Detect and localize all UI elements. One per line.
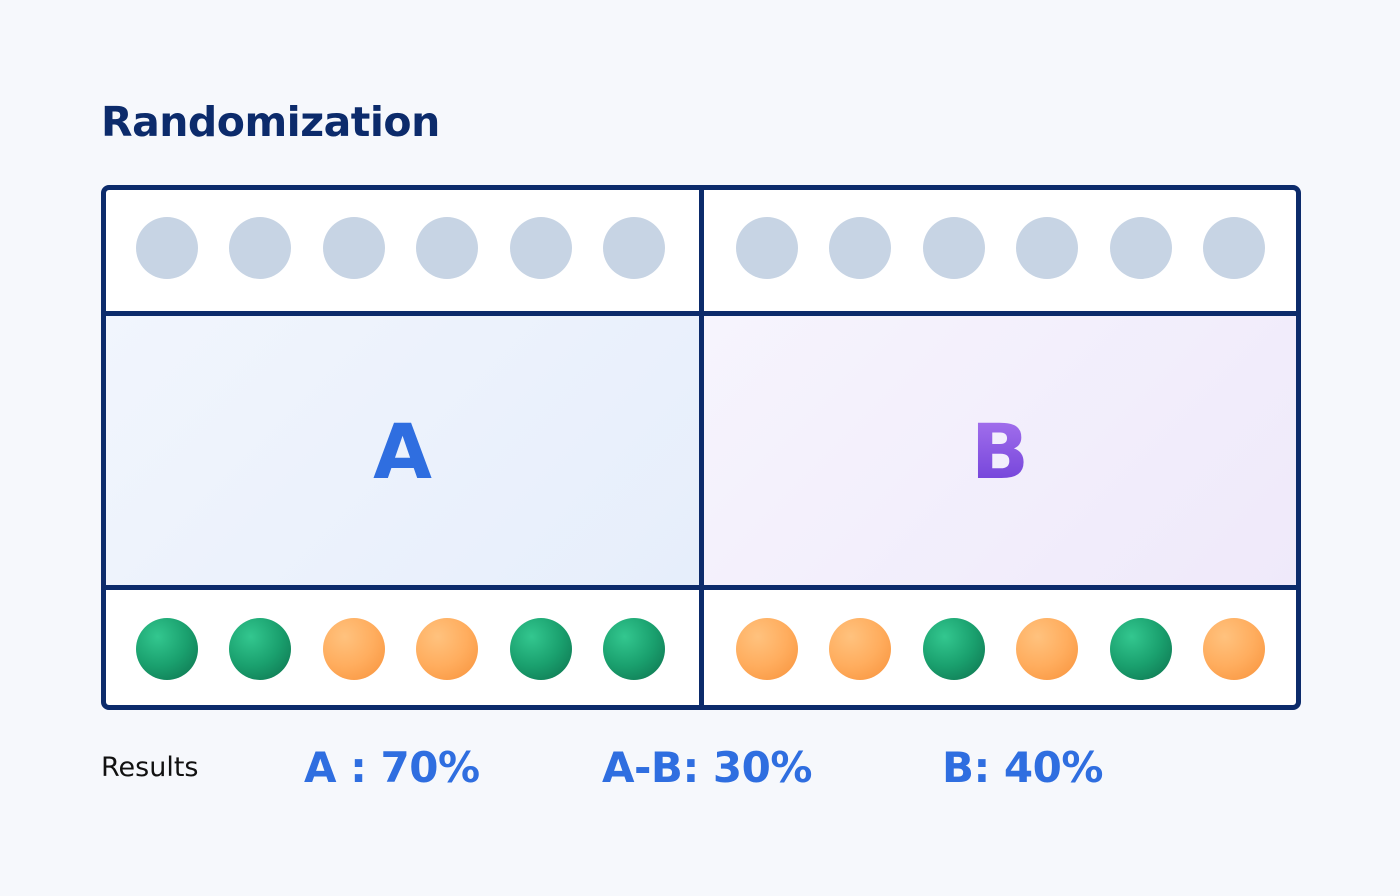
user-dot-grey bbox=[736, 217, 798, 279]
outcome-dot-orange bbox=[736, 618, 798, 680]
divider-vertical bbox=[699, 190, 704, 705]
variant-b-panel: B bbox=[704, 316, 1296, 587]
result-b: B: 40% bbox=[942, 743, 1103, 792]
page-title: Randomization bbox=[101, 98, 440, 146]
user-dot-grey bbox=[1203, 217, 1265, 279]
variant-a-label: A bbox=[373, 406, 432, 496]
variant-a-panel: A bbox=[106, 316, 699, 587]
user-dot-grey bbox=[136, 217, 198, 279]
user-dot-grey bbox=[829, 217, 891, 279]
variant-b-label: B bbox=[971, 406, 1029, 496]
user-dot-grey bbox=[323, 217, 385, 279]
results-label: Results bbox=[101, 752, 199, 783]
user-dot-grey bbox=[416, 217, 478, 279]
result-a-b: A-B: 30% bbox=[602, 743, 812, 792]
user-dot-grey bbox=[1110, 217, 1172, 279]
outcome-dot-green bbox=[229, 618, 291, 680]
outcome-dot-green bbox=[1110, 618, 1172, 680]
user-dot-grey bbox=[229, 217, 291, 279]
user-dot-grey bbox=[923, 217, 985, 279]
user-dot-grey bbox=[1016, 217, 1078, 279]
outcome-dot-orange bbox=[1203, 618, 1265, 680]
outcome-dot-green bbox=[136, 618, 198, 680]
population-row-a bbox=[136, 217, 696, 279]
outcome-dot-orange bbox=[1016, 618, 1078, 680]
outcome-dot-green bbox=[603, 618, 665, 680]
population-row-b bbox=[736, 217, 1296, 279]
experiment-frame: A B bbox=[101, 185, 1301, 710]
user-dot-grey bbox=[603, 217, 665, 279]
user-dot-grey bbox=[510, 217, 572, 279]
outcome-dot-green bbox=[510, 618, 572, 680]
outcome-row-a bbox=[136, 618, 696, 680]
outcome-dot-orange bbox=[829, 618, 891, 680]
outcome-dot-green bbox=[923, 618, 985, 680]
outcome-dot-orange bbox=[323, 618, 385, 680]
result-a: A : 70% bbox=[304, 743, 480, 792]
outcome-row-b bbox=[736, 618, 1296, 680]
outcome-dot-orange bbox=[416, 618, 478, 680]
